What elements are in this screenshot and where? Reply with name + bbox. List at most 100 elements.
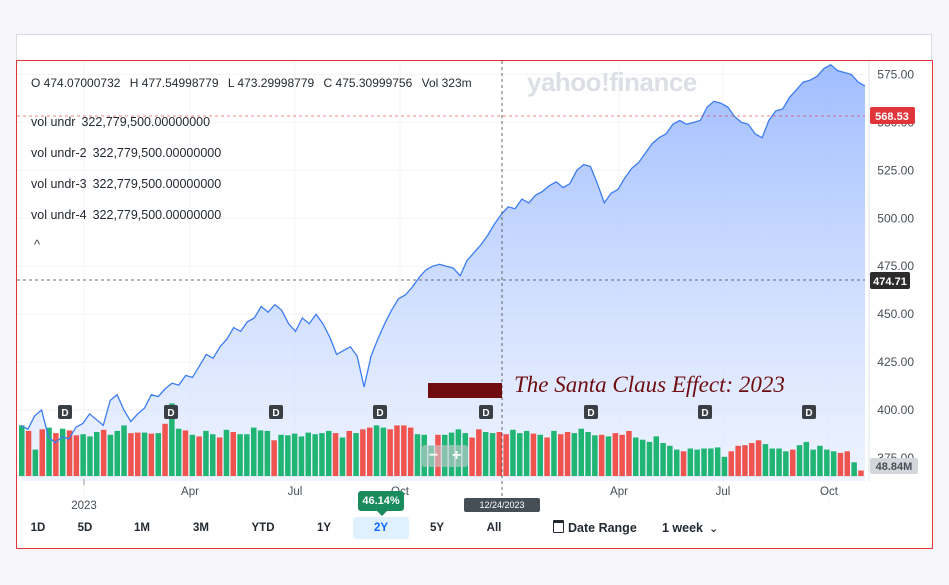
y-tick-label: 525.00: [877, 163, 914, 177]
volume-bar: [619, 434, 625, 477]
y-tick-label: 500.00: [877, 211, 914, 225]
dividend-marker-label: D: [272, 408, 279, 419]
price-line: [20, 64, 866, 444]
collapse-indicators-icon[interactable]: ^: [34, 237, 41, 252]
range-button-3m[interactable]: 3M: [193, 522, 209, 534]
volume-bar: [141, 432, 148, 477]
volume-bar: [783, 451, 789, 477]
dividend-marker-label: D: [167, 408, 174, 419]
x-tick-label: Jul: [288, 486, 303, 498]
volume-bar: [80, 434, 86, 476]
volume-bar: [121, 425, 127, 476]
volume-bar: [762, 444, 769, 476]
volume-bar: [571, 433, 578, 476]
y-tick-label: 475.00: [877, 259, 914, 273]
crosshair-price-tag: 474.71: [870, 272, 910, 289]
zoom-controls: − +: [422, 445, 468, 467]
volume-bar: [687, 448, 694, 476]
volume-bar: [708, 448, 714, 476]
volume-bar: [592, 435, 598, 476]
zoom-in-button[interactable]: +: [451, 447, 462, 464]
volume-bar: [94, 432, 100, 476]
volume-bar: [660, 443, 666, 476]
volume-bar: [742, 445, 748, 476]
volume-bar: [564, 432, 571, 476]
volume-bar: [312, 434, 318, 476]
vol-indicator-label: vol undr: [31, 115, 76, 129]
volume-bar: [510, 429, 516, 476]
volume-bar: [87, 436, 93, 476]
zoom-out-button[interactable]: −: [428, 447, 439, 464]
volume-bar: [735, 445, 741, 477]
volume-bar: [353, 433, 359, 476]
vol-indicator-row[interactable]: vol undr-2 322,779,500.00000000: [31, 146, 221, 160]
volume-bar: [291, 433, 298, 476]
volume-bar: [332, 433, 339, 476]
range-button-2y[interactable]: 2Y: [353, 517, 409, 539]
volume-bar: [237, 434, 243, 476]
range-button-1y[interactable]: 1Y: [316, 522, 332, 534]
vol-indicator-row[interactable]: vol undr-4 322,779,500.00000000: [31, 208, 221, 222]
percent-change-badge: 46.14%: [358, 491, 404, 516]
date-range-button[interactable]: Date Range: [553, 517, 637, 539]
volume-bar: [830, 451, 837, 477]
volume-bar: [796, 445, 803, 476]
volume-bar: [339, 437, 346, 476]
ohlc-legend: O 474.07000732 H 477.54998779 L 473.2999…: [31, 76, 478, 90]
range-button-5y[interactable]: 5Y: [429, 522, 445, 534]
volume-bar: [298, 436, 305, 476]
volume-bar: [558, 434, 564, 476]
volume-bar: [523, 430, 530, 476]
volume-tag: 48.84M: [870, 458, 918, 474]
volume-bar: [73, 435, 80, 476]
volume-bar: [803, 441, 810, 476]
range-button-1m[interactable]: 1M: [134, 522, 150, 534]
x-axis-labels: 2023AprJulOctAprJulOct: [71, 479, 839, 512]
volume-bar: [367, 427, 373, 476]
volume-bar: [128, 433, 134, 476]
price-line-path: [20, 64, 866, 444]
volume-bar: [755, 440, 762, 477]
volume-bar: [407, 427, 414, 476]
y-axis-labels: 375.00400.00425.00450.00475.00500.00525.…: [877, 67, 914, 465]
y-tick-label: 450.00: [877, 307, 914, 321]
range-button-all[interactable]: All: [486, 522, 502, 534]
volume-bar: [578, 428, 584, 476]
volume-bar: [66, 430, 73, 476]
volume-bar: [728, 451, 734, 477]
volume-bar: [264, 430, 271, 476]
volume-bar: [769, 448, 775, 476]
range-button-5d[interactable]: 5D: [77, 522, 93, 534]
volume-bar: [401, 425, 407, 476]
volume-bar: [537, 434, 543, 477]
volume-bar: [257, 430, 264, 476]
vol-indicator-row[interactable]: vol undr-3 322,779,500.00000000: [31, 177, 221, 191]
volume-bar: [230, 432, 236, 476]
volume-bar: [100, 429, 107, 476]
x-tick-label: 2023: [71, 500, 97, 512]
volume-bar: [837, 452, 844, 476]
interval-select[interactable]: 1 week ⌄: [662, 517, 718, 539]
volume-bar: [496, 432, 503, 476]
vol-indicator-value: 322,779,500.00000000: [81, 115, 211, 129]
volume-bar: [503, 434, 509, 476]
volume-value: Vol 323m: [421, 76, 472, 90]
chart-canvas[interactable]: 375.00400.00425.00450.00475.00500.00525.…: [17, 61, 932, 548]
vol-indicator-row[interactable]: vol undr 322,779,500.00000000: [31, 115, 210, 129]
dividend-marker-label: D: [61, 408, 68, 419]
price-area: [21, 64, 865, 482]
volume-bar: [844, 451, 850, 477]
range-button-1d[interactable]: 1D: [30, 522, 46, 534]
volume-tag-text: 48.84M: [876, 461, 913, 473]
volume-bar: [387, 429, 393, 477]
open-value: O 474.07000732: [31, 76, 121, 90]
volume-bar: [667, 445, 673, 477]
volume-bar: [326, 430, 332, 476]
interval-label: 1 week: [662, 521, 704, 535]
range-button-ytd[interactable]: YTD: [251, 522, 275, 534]
low-value: L 473.29998779: [227, 76, 315, 90]
volume-bar: [278, 434, 284, 477]
volume-bar: [305, 432, 311, 477]
volume-bar: [203, 430, 209, 476]
volume-bar: [810, 449, 816, 476]
